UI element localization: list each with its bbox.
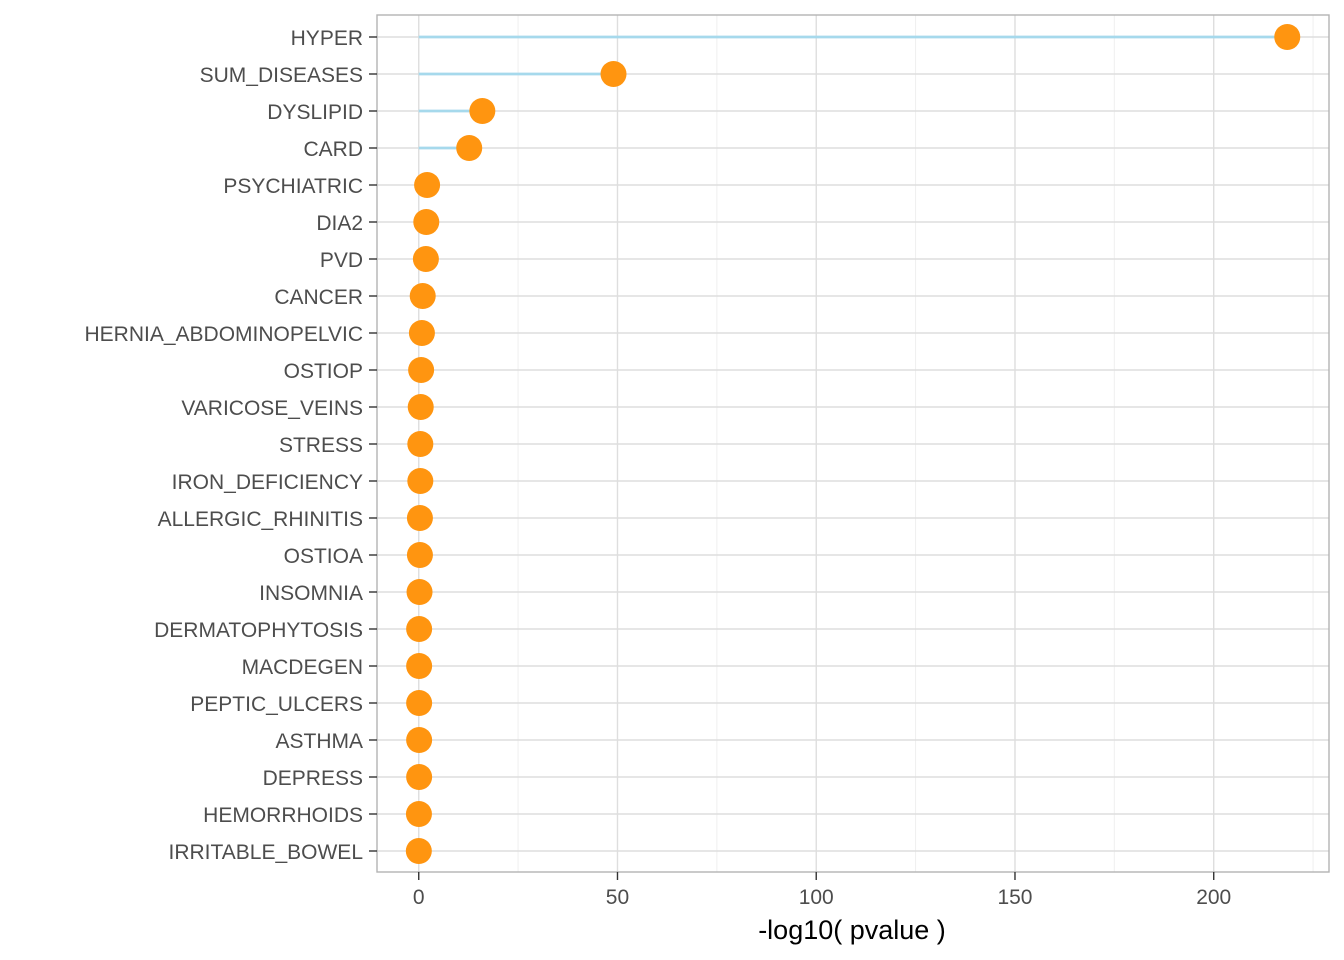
point-ostioa (406, 542, 433, 568)
y-tick-label-allergic_rhinitis: ALLERGIC_RHINITIS (158, 508, 363, 531)
point-varicose_veins (407, 394, 434, 420)
point-asthma (406, 727, 433, 753)
point-depress (406, 764, 433, 790)
point-cancer (409, 283, 436, 309)
point-insomnia (406, 579, 433, 605)
y-tick-label-hernia_abdominopelvic: HERNIA_ABDOMINOPELVIC (84, 323, 363, 346)
y-tick-label-macdegen: MACDEGEN (242, 656, 363, 679)
point-ostiop (408, 357, 435, 383)
x-axis-labels: 0 50 100 150 200 (413, 886, 1231, 909)
point-dyslipid (469, 98, 496, 124)
x-axis-ticks (418, 872, 1215, 880)
y-tick-label-varicose_veins: VARICOSE_VEINS (181, 397, 363, 420)
point-sum_diseases (600, 61, 627, 87)
point-irritable_bowel (405, 838, 432, 864)
y-tick-label-ostioa: OSTIOA (284, 545, 363, 568)
y-tick-label-hemorrhoids: HEMORRHOIDS (203, 804, 363, 827)
x-tick-label: 100 (799, 886, 834, 909)
point-iron_deficiency (407, 468, 434, 494)
y-tick-label-psychiatric: PSYCHIATRIC (223, 175, 363, 198)
y-tick-label-dermatophytosis: DERMATOPHYTOSIS (154, 619, 363, 642)
y-tick-label-iron_deficiency: IRON_DEFICIENCY (172, 471, 363, 494)
point-stress (407, 431, 434, 457)
lollipop-points (405, 24, 1301, 864)
point-dia2 (413, 209, 440, 235)
point-macdegen (406, 653, 433, 679)
y-tick-label-depress: DEPRESS (263, 767, 363, 790)
y-tick-label-hyper: HYPER (291, 27, 363, 50)
y-tick-label-cancer: CANCER (274, 286, 363, 309)
point-dermatophytosis (406, 616, 433, 642)
point-hemorrhoids (405, 801, 432, 827)
point-peptic_ulcers (406, 690, 433, 716)
y-axis-ticks (369, 36, 377, 852)
point-card (456, 135, 483, 161)
y-tick-label-dyslipid: DYSLIPID (267, 101, 363, 124)
y-tick-label-asthma: ASTHMA (275, 730, 363, 753)
x-tick-label: 200 (1196, 886, 1231, 909)
point-psychiatric (414, 172, 441, 198)
y-tick-label-insomnia: INSOMNIA (259, 582, 363, 605)
x-tick-label: 150 (997, 886, 1032, 909)
y-tick-label-stress: STRESS (279, 434, 363, 457)
y-tick-label-peptic_ulcers: PEPTIC_ULCERS (190, 693, 363, 716)
point-allergic_rhinitis (406, 505, 433, 531)
point-hyper (1274, 24, 1301, 50)
y-tick-label-dia2: DIA2 (316, 212, 363, 235)
point-hernia_abdominopelvic (408, 320, 435, 346)
y-axis-labels: HYPER SUM_DISEASES DYSLIPID CARD PSYCHIATRIC… (84, 27, 363, 864)
x-tick-label: 50 (606, 886, 629, 909)
y-tick-label-irritable_bowel: IRRITABLE_BOWEL (169, 841, 364, 864)
y-tick-label-sum_diseases: SUM_DISEASES (200, 64, 363, 87)
x-tick-label: 0 (413, 886, 425, 909)
y-tick-label-card: CARD (303, 138, 363, 161)
y-tick-label-ostiop: OSTIOP (284, 360, 363, 383)
x-axis-title: -log10( pvalue ) (758, 915, 946, 945)
point-pvd (412, 246, 439, 272)
y-tick-label-pvd: PVD (320, 249, 363, 272)
